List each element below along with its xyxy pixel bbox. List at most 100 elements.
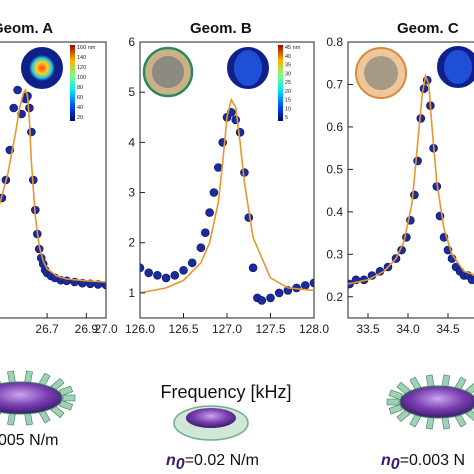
data-point — [274, 288, 284, 298]
data-point — [410, 190, 419, 200]
membrane-illustration-left — [0, 370, 76, 426]
x-tick-label: 33.5 — [356, 322, 380, 336]
data-point — [196, 243, 206, 252]
y-tick-label: 0.6 — [326, 120, 343, 134]
data-point — [27, 127, 36, 137]
marks-c — [348, 73, 474, 289]
inset-geometry-b — [142, 46, 194, 98]
colorbar-ticks-b: 45 nm 40 35 30 25 20 15 10 5 — [285, 45, 301, 121]
colorbar-tick-label: 140 — [77, 55, 86, 61]
inset-map-a — [19, 45, 75, 121]
x-tick-label: 34.0 — [396, 322, 420, 336]
colorbar-tick-label: 5 — [285, 115, 288, 121]
data-point — [467, 275, 474, 285]
colorbar-tick-label: 40 — [77, 105, 83, 111]
colorbar-tick-label: 80 — [77, 85, 83, 91]
y-tick-label: 3 — [128, 186, 135, 200]
colorbar-tick-label: 30 — [285, 71, 291, 77]
colorbar-tick-label: 160 nm — [77, 45, 96, 51]
colorbar-b — [278, 45, 283, 121]
marks-b — [140, 97, 314, 305]
inset-geometry-c — [355, 47, 407, 99]
data-point — [248, 263, 258, 273]
data-point — [101, 280, 106, 290]
colorbar-tick-label: 20 — [77, 115, 83, 121]
anchor-tooth — [388, 389, 403, 401]
x-axis-label: Frequency [kHz] — [160, 382, 291, 402]
marks-a — [0, 85, 106, 290]
data-point — [9, 103, 18, 113]
x-tick-label: 126.0 — [125, 322, 155, 336]
y-tick-label: 4 — [128, 135, 135, 149]
data-point — [309, 278, 314, 288]
membrane-illustration-middle — [173, 405, 249, 441]
colorbar-tick-label: 35 — [285, 63, 291, 69]
data-point — [170, 270, 180, 280]
y-tick-label: 0.4 — [326, 205, 343, 219]
inset-map-b — [225, 45, 283, 121]
data-point — [205, 208, 214, 217]
y-tick-label: 2 — [128, 236, 135, 250]
membrane-illustration-right — [386, 374, 474, 430]
y-tick-label: 5 — [128, 85, 135, 99]
panel-title-geom-c: Geom. C — [397, 20, 459, 37]
panel-geom-a: Geom. A 160 nm 140 120 100 80 60 40 20 26.7 26.9… — [0, 20, 118, 336]
x-tick-label: 127.5 — [255, 322, 285, 336]
x-tick-label: 127.0 — [212, 322, 242, 336]
x-tick-label: 26.9 — [75, 322, 99, 336]
tension-label-left: 005 N/m — [0, 432, 58, 449]
data-point — [13, 85, 22, 95]
anchor-tooth — [386, 398, 400, 406]
y-tick-label: 6 — [128, 35, 135, 49]
y-tick-label: 0.3 — [326, 247, 343, 261]
data-point — [300, 281, 310, 290]
data-point — [187, 258, 197, 268]
colorbar-tick-label: 60 — [77, 95, 83, 101]
data-point — [235, 128, 245, 137]
y-tick-label: 1 — [128, 286, 135, 300]
fit-curve — [348, 73, 474, 285]
colorbar-tick-label: 40 — [285, 54, 291, 60]
data-point — [231, 115, 240, 125]
anchor-tooth — [388, 403, 403, 415]
x-tick-label: 126.5 — [168, 322, 198, 336]
data-point — [413, 156, 422, 166]
colorbar-tick-label: 45 nm — [285, 45, 301, 51]
colorbar-tick-label: 120 — [77, 65, 86, 71]
data-point — [153, 270, 162, 280]
panel-title-geom-b: Geom. B — [190, 20, 252, 37]
panel-geom-c: Geom. C 33.5 34.0 34.5 0.2 0.3 0.4 0.5 0.6 0.7 0.… — [326, 20, 474, 336]
y-tick-label: 0.8 — [326, 35, 343, 49]
data-point — [140, 263, 145, 273]
data-point — [161, 273, 171, 283]
data-point — [179, 265, 188, 275]
x-tick-label: 26.7 — [35, 322, 59, 336]
colorbar-tick-label: 20 — [285, 89, 291, 95]
y-tick-label: 0.2 — [326, 290, 343, 304]
tension-label-right: n0=0.003 N — [381, 452, 465, 473]
colorbar-a — [70, 45, 75, 121]
x-tick-label: 128.0 — [299, 322, 329, 336]
data-point — [209, 188, 219, 197]
tension-label-middle: n0=0.02 N/m — [166, 452, 259, 473]
inset-map-c — [435, 44, 474, 90]
colorbar-tick-label: 15 — [285, 98, 291, 104]
colorbar-ticks-a: 160 nm 140 120 100 80 60 40 20 — [77, 45, 96, 121]
data-point — [257, 296, 267, 305]
panel-title-geom-a: Geom. A — [0, 20, 53, 37]
y-tick-label: 0.5 — [326, 162, 343, 176]
colorbar-tick-label: 25 — [285, 80, 291, 86]
plot-frame-c — [347, 41, 474, 319]
fit-curve — [0, 88, 106, 283]
x-tick-label: 27.0 — [94, 322, 118, 336]
anchor-tooth — [62, 394, 76, 402]
colorbar-tick-label: 10 — [285, 106, 291, 112]
plot-frame-a — [0, 41, 107, 319]
fit-curve — [140, 97, 314, 294]
x-tick-label: 34.5 — [436, 322, 460, 336]
colorbar-tick-label: 100 — [77, 75, 86, 81]
y-tick-label: 0.7 — [326, 77, 343, 91]
data-point — [201, 228, 210, 237]
